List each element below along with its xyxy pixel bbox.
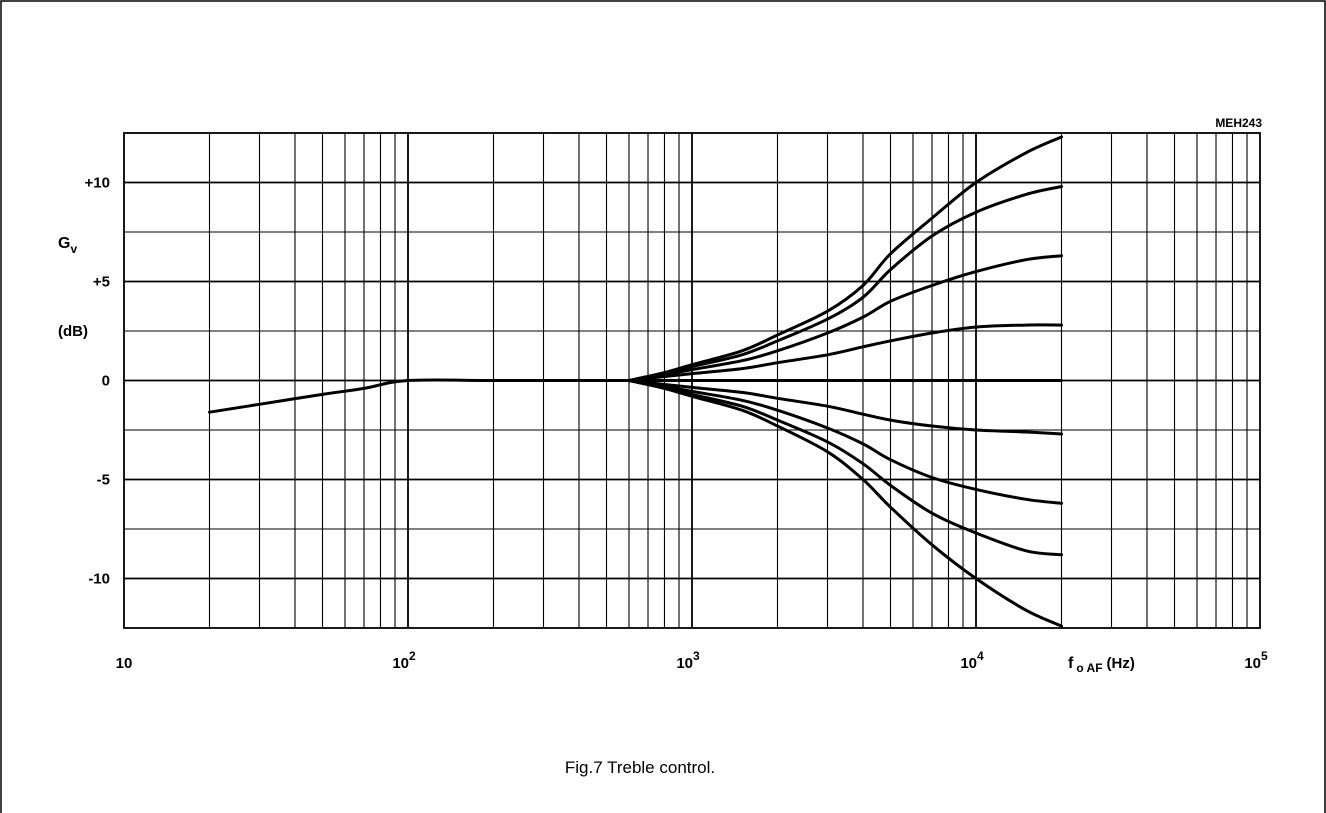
x-tick-label: 105 — [1244, 649, 1268, 672]
x-tick-base: 10 — [392, 655, 409, 672]
series-line-9 — [627, 379, 1063, 628]
y-axis-label-sub: v — [70, 242, 77, 256]
x-axis-label-unit: (Hz) — [1107, 655, 1135, 672]
y-axis-label-main: G — [58, 235, 70, 252]
series-line-0 — [208, 378, 631, 414]
series-line-2 — [627, 185, 1063, 382]
y-axis-label: Gv — [58, 235, 77, 256]
y-tick-label: -5 — [97, 472, 110, 489]
x-tick-exponent: 3 — [693, 649, 700, 663]
y-tick-label: +5 — [93, 274, 110, 291]
plot-frame — [123, 132, 1261, 629]
series-line-8 — [627, 379, 1063, 557]
x-tick-base: 10 — [1244, 655, 1261, 672]
y-tick-label: 0 — [102, 373, 110, 390]
x-tick-exponent: 2 — [409, 649, 416, 663]
y-tick-labels: +10 +5 0 -5 -10 — [85, 175, 110, 588]
x-tick-label: 102 — [392, 649, 416, 672]
x-tick-labels: 10 102 103 104 105 — [116, 649, 1268, 672]
x-axis-label-sub: o AF — [1076, 661, 1102, 675]
x-tick-base: 10 — [960, 655, 977, 672]
x-tick-base: 10 — [116, 655, 133, 672]
x-axis-label-main: f — [1068, 655, 1074, 672]
x-tick-label: 103 — [676, 649, 700, 672]
figure-code: MEH243 — [1215, 116, 1262, 130]
x-tick-label: 104 — [960, 649, 984, 672]
response-curves — [208, 135, 1063, 628]
y-axis-unit: (dB) — [58, 323, 88, 340]
figure-caption: Fig.7 Treble control. — [565, 758, 715, 777]
x-tick-exponent: 5 — [1261, 649, 1268, 663]
x-tick-exponent: 4 — [977, 649, 984, 663]
series-line-7 — [627, 379, 1063, 505]
series-line-4 — [627, 323, 1063, 382]
x-tick-label: 10 — [116, 655, 133, 672]
plot-area — [123, 132, 1261, 629]
series-line-1 — [627, 135, 1063, 382]
y-tick-label: -10 — [88, 571, 110, 588]
series-line-6 — [627, 379, 1063, 436]
x-tick-base: 10 — [676, 655, 693, 672]
series-line-3 — [627, 254, 1063, 382]
y-tick-label: +10 — [85, 175, 110, 192]
